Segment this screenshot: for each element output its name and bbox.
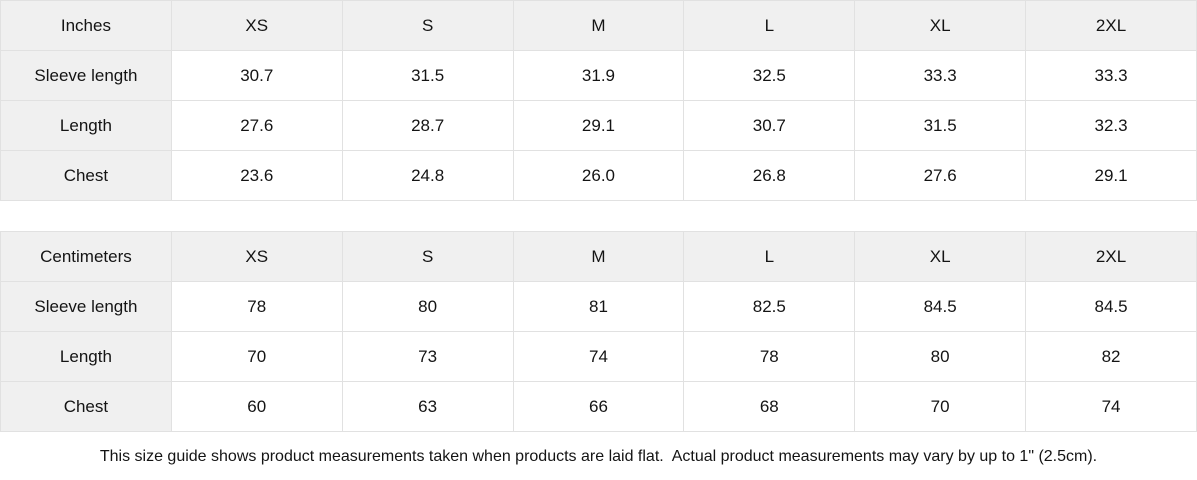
measurement-cell: 60	[170, 381, 343, 432]
measurement-cell: 33.3	[1025, 50, 1197, 101]
measurement-cell: 68	[683, 381, 856, 432]
measurement-cell: 30.7	[683, 100, 856, 151]
measurement-cell: 31.5	[854, 100, 1027, 151]
measurement-cell: 66	[512, 381, 685, 432]
size-header-m: M	[512, 0, 685, 51]
measurement-cell: 74	[512, 331, 685, 382]
centimeters-unit-header: Centimeters	[0, 231, 172, 282]
size-header-xl: XL	[854, 0, 1027, 51]
centimeters-size-table: Centimeters XS S M L XL 2XL Sleeve lengt…	[0, 231, 1197, 432]
size-header-xs: XS	[170, 0, 343, 51]
table-row-chest: Chest 60 63 66 68 70 74	[0, 381, 1197, 432]
table-row-length: Length 27.6 28.7 29.1 30.7 31.5 32.3	[0, 100, 1197, 151]
measurement-cell: 70	[854, 381, 1027, 432]
size-header-2xl: 2XL	[1025, 0, 1197, 51]
measurement-cell: 32.3	[1025, 100, 1197, 151]
inches-unit-header: Inches	[0, 0, 172, 51]
measurement-cell: 80	[341, 281, 514, 332]
measurement-cell: 80	[854, 331, 1027, 382]
measurement-cell: 78	[170, 281, 343, 332]
measurement-cell: 26.8	[683, 150, 856, 201]
table-row-sleeve-length: Sleeve length 30.7 31.5 31.9 32.5 33.3 3…	[0, 50, 1197, 101]
centimeters-header-row: Centimeters XS S M L XL 2XL	[0, 231, 1197, 282]
table-gap	[0, 201, 1197, 231]
inches-header-row: Inches XS S M L XL 2XL	[0, 0, 1197, 51]
table-row-sleeve-length: Sleeve length 78 80 81 82.5 84.5 84.5	[0, 281, 1197, 332]
measurement-cell: 31.9	[512, 50, 685, 101]
row-label-sleeve-length: Sleeve length	[0, 50, 172, 101]
size-header-s: S	[341, 231, 514, 282]
measurement-cell: 78	[683, 331, 856, 382]
table-row-length: Length 70 73 74 78 80 82	[0, 331, 1197, 382]
row-label-chest: Chest	[0, 381, 172, 432]
size-header-xl: XL	[854, 231, 1027, 282]
measurement-cell: 84.5	[1025, 281, 1197, 332]
size-header-s: S	[341, 0, 514, 51]
size-header-2xl: 2XL	[1025, 231, 1197, 282]
row-label-chest: Chest	[0, 150, 172, 201]
measurement-cell: 81	[512, 281, 685, 332]
measurement-cell: 74	[1025, 381, 1197, 432]
measurement-cell: 29.1	[1025, 150, 1197, 201]
size-guide-disclaimer: This size guide shows product measuremen…	[0, 432, 1197, 480]
measurement-cell: 23.6	[170, 150, 343, 201]
measurement-cell: 29.1	[512, 100, 685, 151]
measurement-cell: 33.3	[854, 50, 1027, 101]
measurement-cell: 30.7	[170, 50, 343, 101]
measurement-cell: 73	[341, 331, 514, 382]
size-header-m: M	[512, 231, 685, 282]
size-header-l: L	[683, 0, 856, 51]
measurement-cell: 82.5	[683, 281, 856, 332]
measurement-cell: 63	[341, 381, 514, 432]
measurement-cell: 70	[170, 331, 343, 382]
size-header-l: L	[683, 231, 856, 282]
row-label-length: Length	[0, 100, 172, 151]
measurement-cell: 28.7	[341, 100, 514, 151]
measurement-cell: 82	[1025, 331, 1197, 382]
table-row-chest: Chest 23.6 24.8 26.0 26.8 27.6 29.1	[0, 150, 1197, 201]
row-label-sleeve-length: Sleeve length	[0, 281, 172, 332]
measurement-cell: 84.5	[854, 281, 1027, 332]
measurement-cell: 27.6	[854, 150, 1027, 201]
measurement-cell: 27.6	[170, 100, 343, 151]
inches-size-table: Inches XS S M L XL 2XL Sleeve length 30.…	[0, 0, 1197, 201]
measurement-cell: 26.0	[512, 150, 685, 201]
measurement-cell: 24.8	[341, 150, 514, 201]
row-label-length: Length	[0, 331, 172, 382]
measurement-cell: 32.5	[683, 50, 856, 101]
measurement-cell: 31.5	[341, 50, 514, 101]
size-header-xs: XS	[170, 231, 343, 282]
